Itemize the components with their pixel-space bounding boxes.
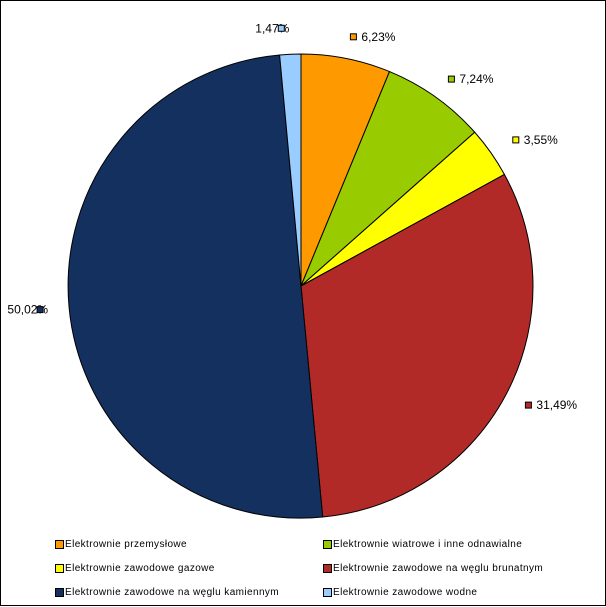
pie-slice	[67, 54, 324, 519]
pie-slice	[279, 53, 302, 287]
data-label-marker	[512, 136, 520, 144]
data-label-marker	[349, 33, 357, 41]
legend-label: Elektrownie przemysłowe	[65, 538, 188, 550]
data-label-marker	[277, 24, 285, 32]
legend-item-przemyslowe: Elektrownie przemysłowe	[55, 537, 187, 551]
legend-label: Elektrownie wiatrowe i inne odnawialne	[333, 538, 523, 550]
legend-item-wodne: Elektrownie zawodowe wodne	[323, 585, 477, 599]
data-label: 7,24%	[447, 72, 494, 86]
legend-label: Elektrownie zawodowe gazowe	[65, 562, 215, 574]
pie-slices	[67, 53, 534, 519]
legend-item-kamiennym: Elektrownie zawodowe na węglu kamiennym	[55, 585, 279, 599]
legend-swatch	[55, 563, 64, 573]
legend-swatch	[323, 587, 332, 597]
legend-swatch	[55, 587, 64, 597]
data-label-marker	[36, 306, 44, 314]
legend-item-brunatnym: Elektrownie zawodowe na węglu brunatnym	[323, 561, 543, 575]
legend-label: Elektrownie zawodowe wodne	[333, 586, 478, 598]
data-label: 50,02%	[7, 303, 48, 317]
legend-label: Elektrownie zawodowe na węglu kamiennym	[65, 586, 280, 598]
data-labels: 6,23% 7,24% 3,55% 31,49% 50,02% 1,47%	[7, 21, 577, 412]
data-label-text: 3,55%	[524, 133, 558, 147]
data-label-text: 31,49%	[536, 398, 577, 412]
data-label-text: 6,23%	[361, 30, 395, 44]
data-label-text: 7,24%	[459, 72, 493, 86]
data-label: 6,23%	[349, 30, 396, 44]
pie-slice	[300, 70, 476, 287]
legend-item-wiatrowe: Elektrownie wiatrowe i inne odnawialne	[323, 537, 522, 551]
legend-label: Elektrownie zawodowe na węglu brunatnym	[333, 562, 544, 574]
data-label: 1,47%	[255, 21, 289, 35]
data-label-marker	[447, 75, 455, 83]
pie-slice	[300, 173, 534, 518]
legend-swatch	[323, 563, 332, 573]
legend-swatch	[55, 539, 64, 549]
data-label: 3,55%	[512, 133, 558, 147]
legend-swatch	[323, 539, 332, 549]
data-label: 31,49%	[524, 398, 577, 412]
data-label-marker	[524, 401, 532, 409]
legend-item-gazowe: Elektrownie zawodowe gazowe	[55, 561, 215, 575]
